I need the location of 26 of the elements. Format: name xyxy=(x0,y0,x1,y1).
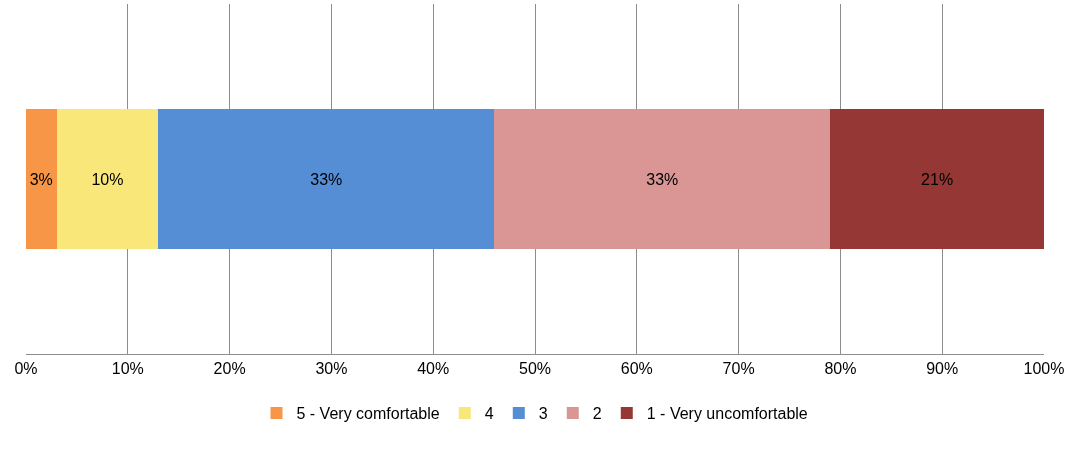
bar xyxy=(26,109,57,249)
legend-label: 2 xyxy=(592,405,602,423)
legend-label: 1 - Very uncomfortable xyxy=(646,405,808,423)
x-tick-label: 100% xyxy=(1023,360,1065,378)
bar xyxy=(56,109,159,249)
x-tick-label: 30% xyxy=(315,360,348,378)
x-tick-label: 10% xyxy=(111,360,144,378)
data-label: 10% xyxy=(91,170,124,188)
data-label: 33% xyxy=(310,170,343,188)
bar xyxy=(830,109,1044,249)
x-tick-label: 80% xyxy=(824,360,857,378)
x-tick-label: 0% xyxy=(14,360,38,378)
legend-label: 4 xyxy=(484,405,494,423)
x-tick-label: 60% xyxy=(620,360,653,378)
bar xyxy=(494,109,831,249)
legend-label: 3 xyxy=(538,405,548,423)
legend-label: 5 - Very comfortable xyxy=(296,405,440,423)
data-label: 21% xyxy=(921,170,954,188)
data-label: 3% xyxy=(29,170,53,188)
x-tick-label: 70% xyxy=(722,360,755,378)
x-tick-label: 90% xyxy=(926,360,959,378)
x-tick-label: 40% xyxy=(417,360,450,378)
bar xyxy=(158,109,495,249)
x-tick-label: 20% xyxy=(213,360,246,378)
data-label: 33% xyxy=(646,170,679,188)
x-tick-label: 50% xyxy=(518,360,552,378)
